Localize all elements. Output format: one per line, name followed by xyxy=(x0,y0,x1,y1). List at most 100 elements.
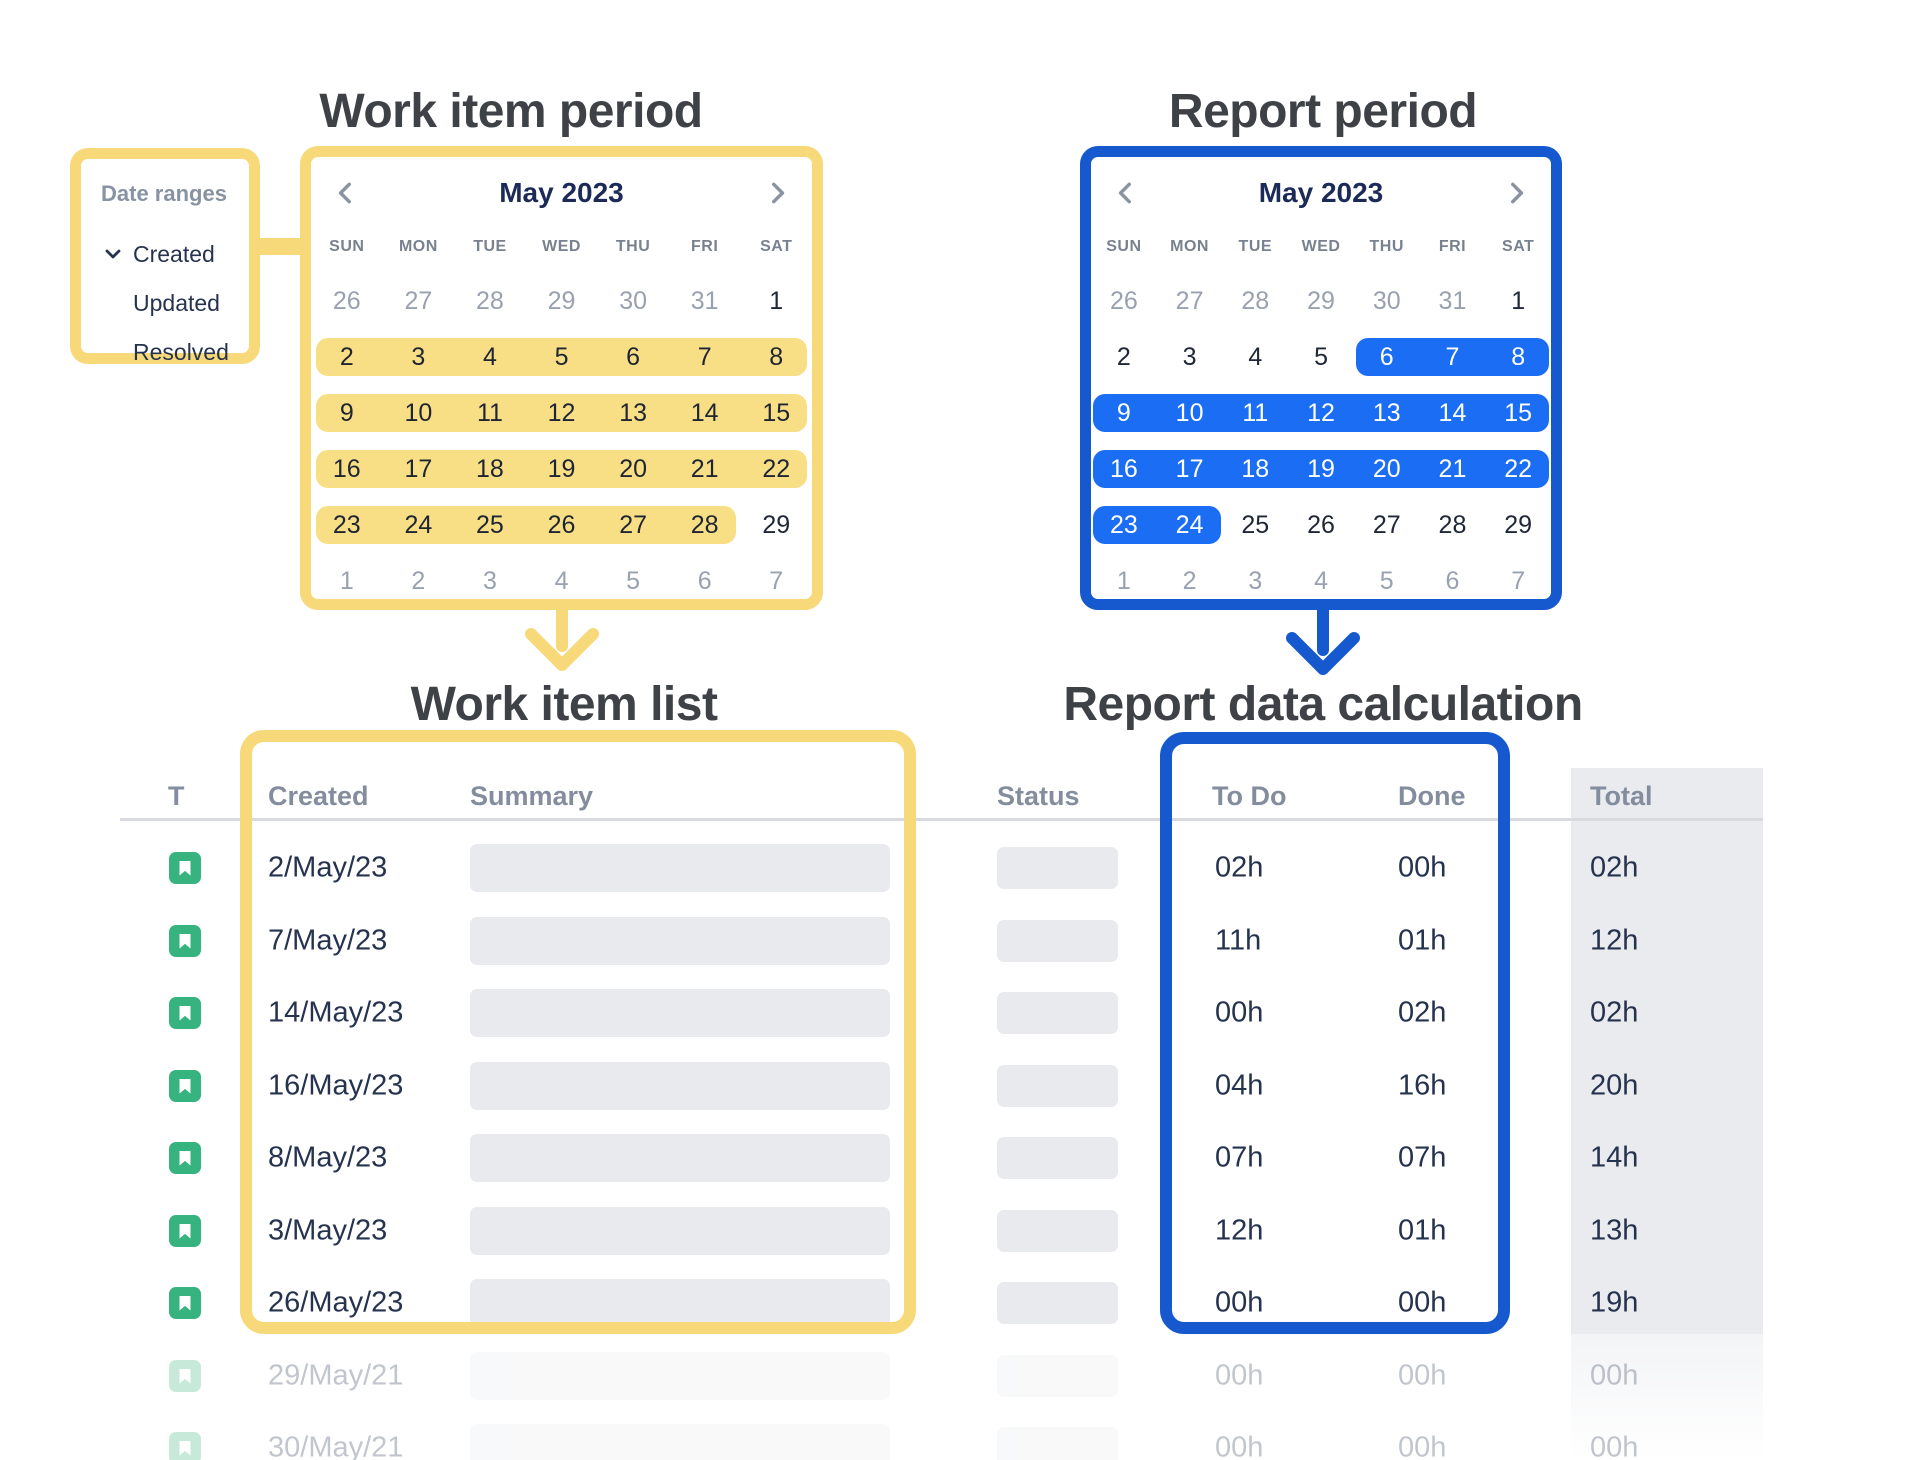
table-row[interactable]: 14/May/23 00h 02h 02h xyxy=(0,977,1920,1050)
calendar-day[interactable]: 16 xyxy=(332,454,361,483)
calendar-day[interactable]: 2 xyxy=(1182,566,1197,595)
calendar-day[interactable]: 30 xyxy=(1372,286,1401,315)
calendar-day[interactable]: 14 xyxy=(1438,398,1467,427)
calendar-day[interactable]: 27 xyxy=(619,510,647,539)
calendar-day[interactable]: 18 xyxy=(1241,454,1270,483)
calendar-day[interactable]: 1 xyxy=(769,286,784,315)
calendar-day[interactable]: 20 xyxy=(619,454,647,483)
calendar-day[interactable]: 28 xyxy=(1438,510,1467,539)
next-month-button[interactable] xyxy=(762,178,792,208)
calendar-day[interactable]: 9 xyxy=(339,398,354,427)
calendar-day[interactable]: 10 xyxy=(404,398,433,427)
calendar-day[interactable]: 12 xyxy=(1307,398,1335,427)
calendar-day[interactable]: 29 xyxy=(1504,510,1533,539)
table-row[interactable]: 30/May/21 00h 00h 00h xyxy=(0,1412,1920,1460)
calendar-day[interactable]: 15 xyxy=(1504,398,1533,427)
calendar-day[interactable]: 30 xyxy=(619,286,647,315)
calendar-day[interactable]: 6 xyxy=(626,342,641,371)
calendar-day[interactable]: 8 xyxy=(769,342,784,371)
calendar-day[interactable]: 28 xyxy=(690,510,719,539)
prev-month-button[interactable] xyxy=(1111,178,1141,208)
calendar-day[interactable]: 13 xyxy=(619,398,647,427)
calendar-day[interactable]: 28 xyxy=(1241,286,1270,315)
calendar-day[interactable]: 11 xyxy=(1242,398,1269,427)
calendar-day[interactable]: 21 xyxy=(690,454,719,483)
date-range-option-created[interactable]: Created xyxy=(133,241,215,267)
calendar-day[interactable]: 1 xyxy=(339,566,354,595)
calendar-day[interactable]: 18 xyxy=(476,454,504,483)
calendar-day[interactable]: 26 xyxy=(332,286,361,315)
calendar-day[interactable]: 3 xyxy=(482,566,497,595)
calendar-day[interactable]: 19 xyxy=(547,454,576,483)
calendar-day[interactable]: 5 xyxy=(1314,342,1328,371)
calendar-day[interactable]: 9 xyxy=(1116,398,1131,427)
calendar-day[interactable]: 22 xyxy=(1504,454,1533,483)
calendar-day[interactable]: 27 xyxy=(1372,510,1401,539)
calendar-day[interactable]: 7 xyxy=(697,342,712,371)
calendar-day[interactable]: 26 xyxy=(1307,510,1335,539)
calendar-day[interactable]: 10 xyxy=(1175,398,1204,427)
calendar-day[interactable]: 14 xyxy=(690,398,719,427)
calendar-day[interactable]: 28 xyxy=(476,286,504,315)
calendar-day[interactable]: 17 xyxy=(404,454,433,483)
calendar-day[interactable]: 4 xyxy=(482,342,497,371)
table-row[interactable]: 7/May/23 11h 01h 12h xyxy=(0,905,1920,978)
calendar-day[interactable]: 23 xyxy=(1109,510,1138,539)
calendar-day[interactable]: 17 xyxy=(1175,454,1204,483)
calendar-day[interactable]: 6 xyxy=(1379,342,1394,371)
calendar-day[interactable]: 3 xyxy=(411,342,426,371)
calendar-day[interactable]: 19 xyxy=(1307,454,1335,483)
calendar-day[interactable]: 1 xyxy=(1511,286,1526,315)
calendar-day[interactable]: 24 xyxy=(404,510,433,539)
calendar-day[interactable]: 3 xyxy=(1248,566,1263,595)
calendar-day[interactable]: 3 xyxy=(1182,342,1197,371)
calendar-day[interactable]: 31 xyxy=(1438,286,1467,315)
calendar-day[interactable]: 26 xyxy=(1109,286,1138,315)
calendar-day[interactable]: 25 xyxy=(476,510,504,539)
calendar-day[interactable]: 8 xyxy=(1511,342,1526,371)
table-row[interactable]: 2/May/23 02h 00h 02h xyxy=(0,832,1920,905)
calendar-day[interactable]: 12 xyxy=(547,398,576,427)
next-month-button[interactable] xyxy=(1501,178,1531,208)
calendar-day[interactable]: 4 xyxy=(1314,566,1328,595)
calendar-day[interactable]: 29 xyxy=(547,286,576,315)
calendar-day[interactable]: 7 xyxy=(1445,342,1460,371)
calendar-day[interactable]: 4 xyxy=(554,566,569,595)
calendar-day[interactable]: 11 xyxy=(476,398,503,427)
calendar-day[interactable]: 2 xyxy=(411,566,426,595)
calendar-day[interactable]: 6 xyxy=(697,566,712,595)
calendar-day[interactable]: 5 xyxy=(626,566,641,595)
calendar-day[interactable]: 7 xyxy=(1511,566,1526,595)
calendar-day[interactable]: 5 xyxy=(1379,566,1394,595)
calendar-day[interactable]: 24 xyxy=(1175,510,1204,539)
calendar-day[interactable]: 4 xyxy=(1248,342,1263,371)
prev-month-button[interactable] xyxy=(331,178,361,208)
table-row[interactable]: 8/May/23 07h 07h 14h xyxy=(0,1122,1920,1195)
calendar-day[interactable]: 22 xyxy=(762,454,791,483)
calendar-day[interactable]: 31 xyxy=(690,286,719,315)
calendar-day[interactable]: 27 xyxy=(1175,286,1204,315)
calendar-day[interactable]: 15 xyxy=(762,398,791,427)
date-range-option-updated[interactable]: Updated xyxy=(133,290,220,316)
calendar-day[interactable]: 16 xyxy=(1109,454,1138,483)
table-row[interactable]: 3/May/23 12h 01h 13h xyxy=(0,1195,1920,1268)
calendar-day[interactable]: 7 xyxy=(769,566,784,595)
calendar-day[interactable]: 1 xyxy=(1116,566,1131,595)
calendar-day[interactable]: 2 xyxy=(1116,342,1131,371)
calendar-day[interactable]: 2 xyxy=(339,342,354,371)
calendar-day[interactable]: 23 xyxy=(332,510,361,539)
calendar-day[interactable]: 13 xyxy=(1372,398,1401,427)
table-row[interactable]: 26/May/23 00h 00h 19h xyxy=(0,1267,1920,1340)
table-row[interactable]: 29/May/21 00h 00h 00h xyxy=(0,1340,1920,1413)
calendar-day[interactable]: 20 xyxy=(1372,454,1401,483)
calendar-day[interactable]: 29 xyxy=(762,510,791,539)
calendar-day[interactable]: 29 xyxy=(1307,286,1335,315)
calendar-day[interactable]: 27 xyxy=(404,286,433,315)
calendar-day[interactable]: 25 xyxy=(1241,510,1270,539)
calendar-day[interactable]: 6 xyxy=(1445,566,1460,595)
calendar-day[interactable]: 26 xyxy=(547,510,576,539)
calendar-day[interactable]: 21 xyxy=(1438,454,1467,483)
date-range-option-resolved[interactable]: Resolved xyxy=(133,339,229,365)
calendar-day[interactable]: 5 xyxy=(554,342,569,371)
table-row[interactable]: 16/May/23 04h 16h 20h xyxy=(0,1050,1920,1123)
